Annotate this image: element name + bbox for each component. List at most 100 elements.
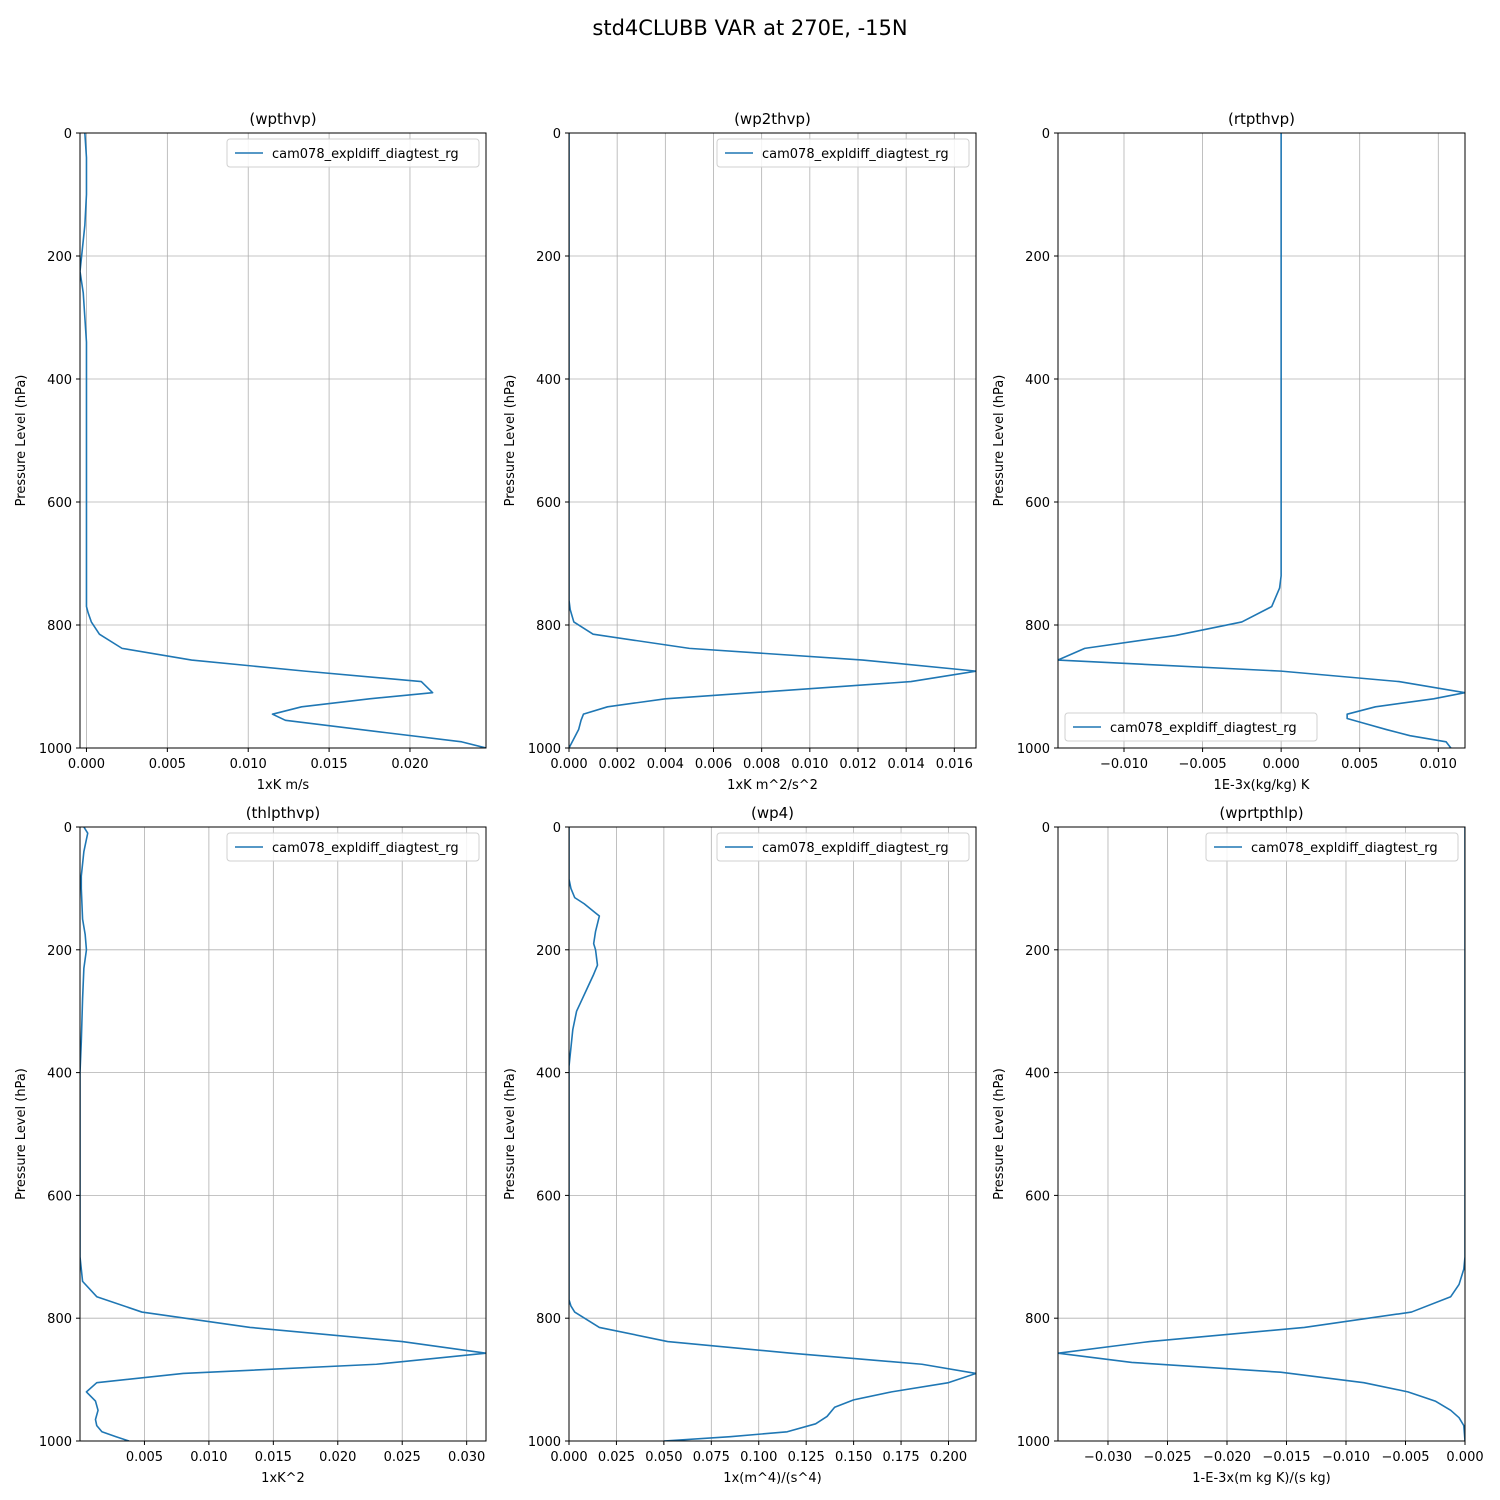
y-axis-label: Pressure Level (hPa) bbox=[992, 375, 1007, 507]
x-tick-label: 0.175 bbox=[882, 1450, 919, 1465]
panel-6: −0.030 −0.025 −0.020 −0.015 −0.010 −0.005 0.00… bbox=[992, 804, 1484, 1486]
y-tick-label: 200 bbox=[536, 944, 561, 959]
y-tick-label: 800 bbox=[47, 619, 72, 634]
x-tick-label: −0.005 bbox=[1179, 757, 1227, 772]
x-tick-label: 0.000 bbox=[550, 757, 587, 772]
legend-box bbox=[226, 138, 480, 168]
legend-label: cam078_expldiff_diagtest_rg bbox=[762, 841, 949, 856]
legend: cam078_expldiff_diagtest_rg bbox=[716, 832, 970, 862]
x-tick-label: 0.010 bbox=[190, 1450, 227, 1465]
y-tick-label: 400 bbox=[536, 373, 561, 388]
y-tick-label: 1000 bbox=[39, 1435, 72, 1450]
y-tick-label: 600 bbox=[1025, 496, 1050, 511]
x-tick-label: 0.008 bbox=[743, 757, 780, 772]
y-tick-label: 1000 bbox=[528, 742, 561, 757]
x-tick-label: 0.002 bbox=[599, 757, 636, 772]
axes-frame bbox=[1057, 132, 1466, 749]
axes-frame bbox=[1057, 826, 1466, 1442]
x-axis-label: 1xK^2 bbox=[261, 1471, 305, 1486]
y-tick-label: 200 bbox=[47, 944, 72, 959]
legend: cam078_expldiff_diagtest_rg bbox=[226, 832, 480, 862]
y-axis-label: Pressure Level (hPa) bbox=[14, 1068, 29, 1200]
y-tick-label: 600 bbox=[47, 1189, 72, 1204]
figure-title: std4CLUBB VAR at 270E, -15N bbox=[592, 16, 908, 40]
x-tick-label: 0.010 bbox=[230, 757, 267, 772]
legend-box bbox=[226, 832, 480, 862]
legend-label: cam078_expldiff_diagtest_rg bbox=[1110, 721, 1297, 736]
y-tick-label: 200 bbox=[1025, 944, 1050, 959]
legend-box bbox=[1205, 832, 1459, 862]
legend: cam078_expldiff_diagtest_rg bbox=[1205, 832, 1459, 862]
x-axis-label: 1x(m^4)/(s^4) bbox=[723, 1471, 821, 1486]
legend: cam078_expldiff_diagtest_rg bbox=[1064, 712, 1318, 742]
panel-5: 0.000 0.025 0.050 0.075 0.100 0.125 0.150 0.175… bbox=[503, 804, 977, 1486]
legend-label: cam078_expldiff_diagtest_rg bbox=[762, 147, 949, 162]
x-tick-label: 0.020 bbox=[319, 1450, 356, 1465]
y-tick-label: 800 bbox=[1025, 619, 1050, 634]
x-tick-label: 0.012 bbox=[839, 757, 876, 772]
x-tick-label: 0.025 bbox=[384, 1450, 421, 1465]
y-tick-label: 800 bbox=[1025, 1312, 1050, 1327]
x-axis-label: 1E-3x(kg/kg) K bbox=[1214, 778, 1310, 793]
x-tick-label: 0.015 bbox=[310, 757, 347, 772]
x-tick-label: 0.100 bbox=[740, 1450, 777, 1465]
x-tick-label: 0.014 bbox=[888, 757, 925, 772]
x-tick-label: 0.015 bbox=[255, 1450, 292, 1465]
series-line bbox=[1058, 827, 1465, 1441]
y-tick-label: 400 bbox=[47, 1067, 72, 1082]
x-tick-label: 0.016 bbox=[936, 757, 973, 772]
y-tick-label: 800 bbox=[536, 1312, 561, 1327]
legend-label: cam078_expldiff_diagtest_rg bbox=[1251, 841, 1438, 856]
series-line bbox=[569, 827, 976, 1441]
x-tick-label: 0.000 bbox=[68, 757, 105, 772]
y-tick-label: 800 bbox=[536, 619, 561, 634]
series-line bbox=[1058, 133, 1465, 748]
y-tick-label: 200 bbox=[1025, 250, 1050, 265]
legend-box bbox=[1064, 712, 1318, 742]
panel-2: 0.000 0.002 0.004 0.006 0.008 0.010 0.012 0.014… bbox=[503, 110, 977, 793]
x-tick-label: 0.005 bbox=[126, 1450, 163, 1465]
panel-4: 0.005 0.010 0.015 0.020 0.025 0.030 0 200 400 600… bbox=[14, 804, 487, 1486]
x-tick-label: 0.000 bbox=[1446, 1450, 1483, 1465]
x-tick-label: 0.050 bbox=[645, 1450, 682, 1465]
x-tick-label: 0.150 bbox=[835, 1450, 872, 1465]
y-tick-label: 400 bbox=[536, 1067, 561, 1082]
x-tick-label: −0.005 bbox=[1381, 1450, 1429, 1465]
y-tick-label: 0 bbox=[553, 127, 561, 142]
legend-label: cam078_expldiff_diagtest_rg bbox=[272, 841, 459, 856]
x-tick-label: 0.000 bbox=[1263, 757, 1300, 772]
x-tick-label: 0.000 bbox=[550, 1450, 587, 1465]
x-tick-label: 0.075 bbox=[693, 1450, 730, 1465]
x-tick-label: 0.030 bbox=[448, 1450, 485, 1465]
y-tick-label: 1000 bbox=[1017, 742, 1050, 757]
panel-title: (rtpthvp) bbox=[1228, 110, 1295, 128]
legend: cam078_expldiff_diagtest_rg bbox=[226, 138, 480, 168]
x-tick-label: 0.020 bbox=[391, 757, 428, 772]
y-tick-label: 400 bbox=[47, 373, 72, 388]
legend-box bbox=[716, 832, 970, 862]
x-tick-label: 0.005 bbox=[149, 757, 186, 772]
y-axis-label: Pressure Level (hPa) bbox=[14, 375, 29, 507]
y-tick-label: 600 bbox=[536, 496, 561, 511]
y-tick-label: 1000 bbox=[1017, 1435, 1050, 1450]
series-line bbox=[80, 827, 486, 1441]
y-tick-label: 600 bbox=[47, 496, 72, 511]
y-tick-label: 600 bbox=[1025, 1189, 1050, 1204]
y-tick-label: 800 bbox=[47, 1312, 72, 1327]
y-tick-label: 1000 bbox=[528, 1435, 561, 1450]
x-axis-label: 1xK m/s bbox=[257, 778, 310, 793]
panel-title: (wprtpthlp) bbox=[1219, 804, 1303, 822]
panel-title: (thlpthvp) bbox=[246, 804, 321, 822]
y-tick-label: 0 bbox=[553, 821, 561, 836]
x-tick-label: 0.010 bbox=[1420, 757, 1457, 772]
y-tick-label: 400 bbox=[1025, 373, 1050, 388]
x-tick-label: 0.006 bbox=[695, 757, 732, 772]
x-tick-label: 0.025 bbox=[598, 1450, 635, 1465]
legend-label: cam078_expldiff_diagtest_rg bbox=[272, 147, 459, 162]
axes-frame bbox=[568, 826, 977, 1442]
x-tick-label: 0.004 bbox=[647, 757, 684, 772]
y-axis-label: Pressure Level (hPa) bbox=[503, 1068, 518, 1200]
y-tick-label: 0 bbox=[1042, 821, 1050, 836]
